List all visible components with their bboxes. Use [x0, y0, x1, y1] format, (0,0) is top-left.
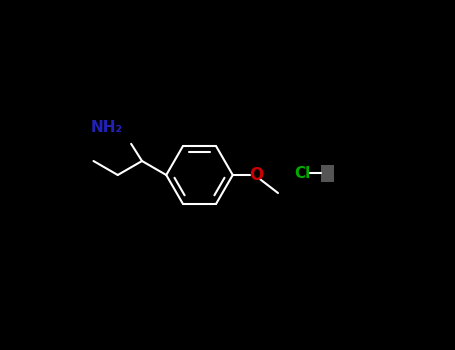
Bar	[321, 165, 334, 182]
Text: O: O	[249, 166, 264, 184]
Text: NH₂: NH₂	[90, 120, 122, 135]
Text: Cl: Cl	[294, 166, 310, 181]
